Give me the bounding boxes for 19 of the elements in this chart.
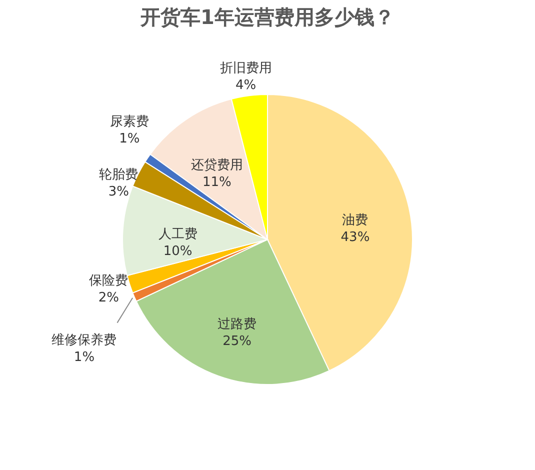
data-label: 1% xyxy=(74,350,95,365)
slice-label: 尿素费 xyxy=(110,114,149,130)
slice-label: 折旧费用 xyxy=(220,60,272,76)
data-label: 43% xyxy=(340,230,370,245)
slice-label: 人工费 xyxy=(158,226,198,242)
slice-label: 过路费 xyxy=(218,317,257,332)
slice-label: 保险费 xyxy=(89,273,128,288)
data-label: 11% xyxy=(202,175,232,190)
data-label: 25% xyxy=(222,334,252,350)
data-label: 2% xyxy=(98,290,119,306)
data-label: 10% xyxy=(163,244,192,259)
data-label: 1% xyxy=(119,132,140,147)
slice-label: 轮胎费 xyxy=(99,167,138,182)
slice-label: 维修保养费 xyxy=(52,332,117,348)
slice-label: 还贷费用 xyxy=(190,158,243,174)
chart-title: 开货车1年运营费用多少钱？ xyxy=(140,5,394,29)
slice-label: 油费 xyxy=(342,212,368,228)
data-label: 4% xyxy=(236,78,256,93)
data-label: 3% xyxy=(108,184,130,200)
